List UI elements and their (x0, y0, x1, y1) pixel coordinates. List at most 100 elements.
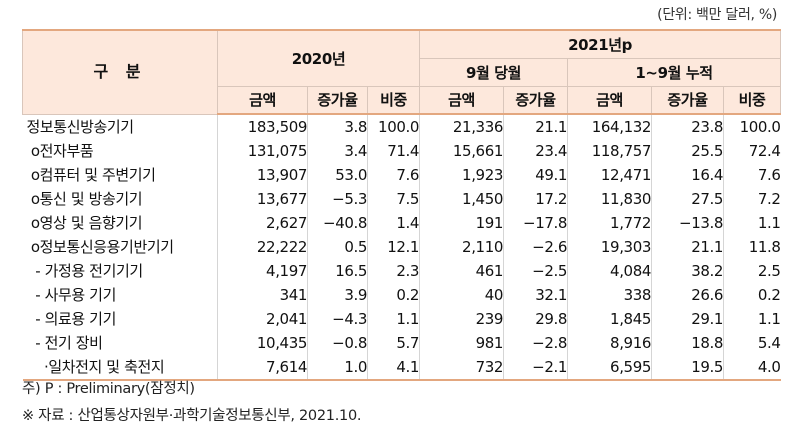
header-gubun: 구 분 (22, 29, 218, 115)
cell-aCum: 11,830 (567, 187, 652, 211)
cell-gSep: −2.5 (503, 259, 568, 283)
header-share-cum: 비중 (722, 86, 782, 115)
cell-g2020: 0.5 (307, 235, 368, 259)
cell-a2020: 13,677 (217, 187, 308, 211)
cell-aSep: 2,110 (419, 235, 504, 259)
cell-s2020: 0.2 (367, 283, 420, 307)
table-row: o정보통신응용기반기기 22,222 0.5 12.1 2,110 −2.6 19,303 2… (23, 235, 781, 259)
cell-gCum: 38.2 (651, 259, 724, 283)
cell-s2020: 71.4 (367, 139, 420, 163)
header-share-2020: 비중 (367, 86, 420, 115)
cell-gCum: 27.5 (651, 187, 724, 211)
table-row: o전자부품 131,075 3.4 71.4 15,661 23.4 118,757 25.5… (23, 139, 781, 163)
cell-aSep: 981 (419, 331, 504, 355)
footnote-preliminary: 주) P : Preliminary(잠정치) (22, 381, 195, 397)
cell-s2020: 100.0 (367, 114, 420, 139)
header-amount-cum: 금액 (567, 86, 652, 115)
cell-a2020: 2,627 (217, 211, 308, 235)
table-row: o통신 및 방송기기 13,677 −5.3 7.5 1,450 17.2 11,830 27… (23, 187, 781, 211)
cell-aSep: 239 (419, 307, 504, 331)
cell-s2020: 5.7 (367, 331, 420, 355)
cell-gCum: 18.8 (651, 331, 724, 355)
cell-aCum: 338 (567, 283, 652, 307)
header-2021: 2021년p (418, 29, 782, 59)
row-label: o영상 및 음향기기 (26, 214, 143, 232)
cell-aCum: 1,772 (567, 211, 652, 235)
cell-g2020: 3.9 (307, 283, 368, 307)
cell-gCum: 29.1 (651, 307, 724, 331)
cell-gCum: 19.5 (651, 355, 724, 381)
cell-gSep: −2.8 (503, 331, 568, 355)
row-label: ·일차전지 및 축전지 (22, 355, 218, 381)
cell-gCum: 21.1 (651, 235, 724, 259)
cell-s2020: 1.4 (367, 211, 420, 235)
cell-aSep: 191 (419, 211, 504, 235)
footnote-source: ※ 자료 : 산업통상자원부·과학기술정보통신부, 2021.10. (22, 408, 362, 424)
table-row: o컴퓨터 및 주변기기 13,907 53.0 7.6 1,923 49.1 12,471 1… (23, 163, 781, 187)
cell-aCum: 6,595 (567, 355, 652, 381)
cell-g2020: −5.3 (307, 187, 368, 211)
cell-g2020: −0.8 (307, 331, 368, 355)
cell-aSep: 461 (419, 259, 504, 283)
cell-a2020: 341 (217, 283, 308, 307)
cell-aSep: 732 (419, 355, 504, 381)
table-row: ·일차전지 및 축전지 7,614 1.0 4.1 732 −2.1 6,595 19.5 4.… (22, 355, 781, 381)
cell-aCum: 118,757 (567, 139, 652, 163)
header-growth-sep: 증가율 (503, 86, 568, 115)
cell-a2020: 7,614 (217, 355, 308, 381)
row-label: - 의료용 기기 (26, 310, 116, 328)
cell-g2020: 53.0 (307, 163, 368, 187)
statistics-table: 구 분 2020년 2021년p 9월 당월 1~9월 누적 금액 증가율 비중… (22, 29, 782, 381)
cell-gCum: 23.8 (651, 114, 724, 139)
table-row: 정보통신방송기기 183,509 3.8 100.0 21,336 21.1 164,132… (23, 114, 781, 139)
unit-label: (단위: 백만 달러, %) (657, 7, 777, 23)
cell-gSep: 49.1 (503, 163, 568, 187)
header-amount-2020: 금액 (217, 86, 308, 115)
cell-aCum: 164,132 (567, 114, 652, 139)
cell-sCum: 2.5 (722, 259, 781, 283)
cell-a2020: 22,222 (217, 235, 308, 259)
table-body: 정보통신방송기기 183,509 3.8 100.0 21,336 21.1 164,132… (22, 114, 781, 381)
cell-gSep: 21.1 (503, 114, 568, 139)
cell-aCum: 12,471 (567, 163, 652, 187)
cell-gSep: 17.2 (503, 187, 568, 211)
cell-g2020: −4.3 (307, 307, 368, 331)
cell-sCum: 7.2 (722, 187, 781, 211)
table-row: - 전기 장비 10,435 −0.8 5.7 981 −2.8 8,916 18.8 5.4 (23, 331, 781, 355)
cell-aCum: 4,084 (567, 259, 652, 283)
cell-a2020: 10,435 (217, 331, 308, 355)
cell-s2020: 7.5 (367, 187, 420, 211)
cell-s2020: 1.1 (367, 307, 420, 331)
row-label: - 가정용 전기기기 (26, 262, 143, 280)
row-label: o컴퓨터 및 주변기기 (26, 166, 156, 184)
cell-gSep: 29.8 (503, 307, 568, 331)
header-cumulative: 1~9월 누적 (566, 58, 782, 87)
cell-a2020: 131,075 (217, 139, 308, 163)
cell-gSep: 23.4 (503, 139, 568, 163)
cell-aSep: 40 (419, 283, 504, 307)
header-amount-sep: 금액 (419, 86, 504, 115)
row-label: 정보통신방송기기 (26, 117, 135, 136)
table-row: o영상 및 음향기기 2,627 −40.8 1.4 191 −17.8 1,772 −13.… (23, 211, 781, 235)
cell-gCum: −13.8 (651, 211, 724, 235)
table-row: - 의료용 기기 2,041 −4.3 1.1 239 29.8 1,845 29.1 1.1 (23, 307, 781, 331)
header-growth-cum: 증가율 (651, 86, 724, 115)
table-row: - 가정용 전기기기 4,197 16.5 2.3 461 −2.5 4,084 38.2 2.… (23, 259, 781, 283)
cell-s2020: 4.1 (367, 355, 420, 381)
cell-sCum: 5.4 (722, 331, 781, 355)
cell-aSep: 15,661 (419, 139, 504, 163)
cell-gCum: 25.5 (651, 139, 724, 163)
table-row: - 사무용 기기 341 3.9 0.2 40 32.1 338 26.6 0.2 (23, 283, 781, 307)
cell-sCum: 72.4 (722, 139, 781, 163)
cell-sCum: 1.1 (722, 307, 781, 331)
row-label: o전자부품 (26, 142, 94, 160)
cell-g2020: 16.5 (307, 259, 368, 283)
cell-sCum: 100.0 (722, 114, 781, 139)
cell-g2020: 3.4 (307, 139, 368, 163)
row-label: - 전기 장비 (26, 334, 103, 352)
cell-gSep: −2.1 (503, 355, 568, 381)
cell-g2020: −40.8 (307, 211, 368, 235)
cell-a2020: 183,509 (217, 114, 308, 139)
cell-a2020: 4,197 (217, 259, 308, 283)
cell-s2020: 7.6 (367, 163, 420, 187)
